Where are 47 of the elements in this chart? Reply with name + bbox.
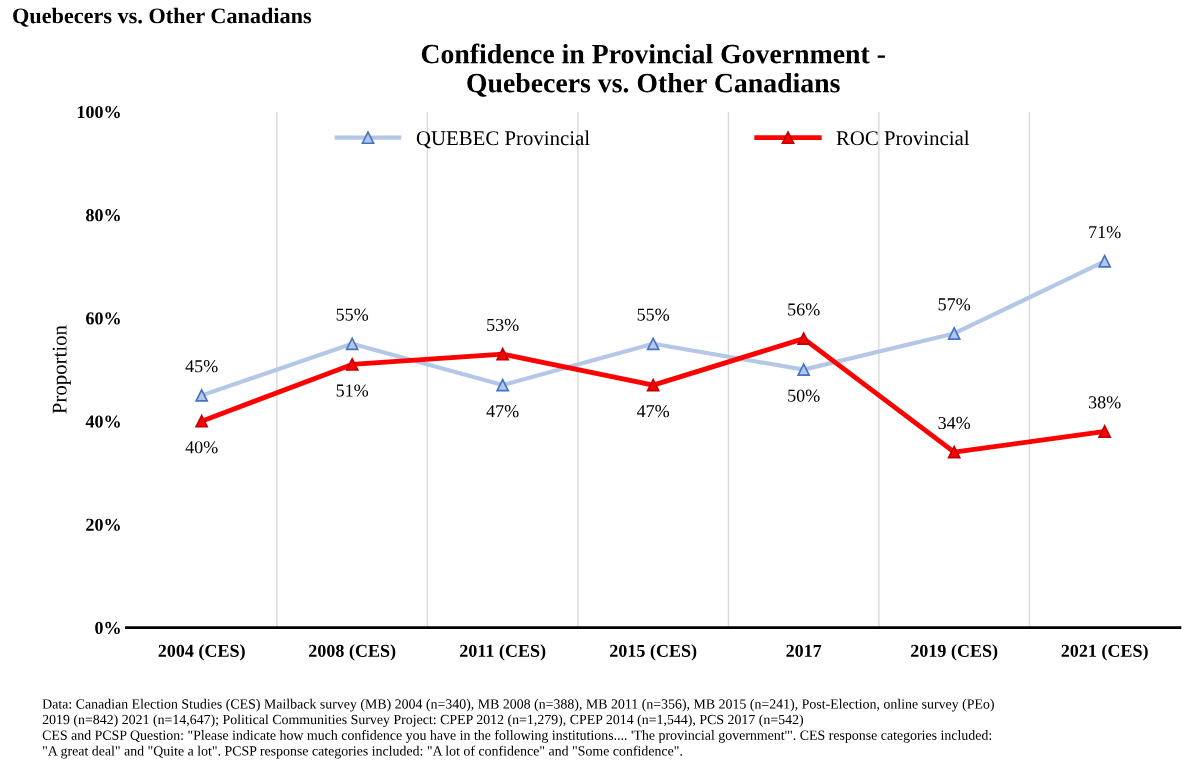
text: 38% (1088, 396, 1121, 409)
text: 40% (185, 441, 218, 454)
text: 34% (938, 416, 971, 430)
point (345, 358, 359, 371)
text: 55% (336, 308, 369, 321)
x-tick-label: 2008 (CES) (309, 644, 396, 661)
text: 56% (788, 303, 820, 316)
text: 55% (637, 308, 670, 321)
text: 47% (636, 405, 670, 418)
point (797, 363, 811, 376)
x-tick-label: 2021 (CES) (1061, 644, 1148, 661)
point (1098, 425, 1112, 438)
y-tick-label: 40% (85, 415, 120, 428)
text: 53% (487, 318, 519, 332)
legend-label: ROC Provincial (836, 130, 970, 146)
y-tick-label: 80% (86, 209, 120, 222)
text: 71% (1089, 225, 1121, 239)
text: 47% (486, 405, 519, 418)
text: 51% (336, 384, 369, 397)
x-tick-label: 2011 (CES) (460, 644, 546, 661)
legend-label: QUEBEC Provincial (416, 130, 590, 149)
point (646, 378, 660, 392)
point (496, 378, 510, 392)
chart-title: Confidence in Provincial Government - Quebecers vs. Other Canadians (421, 43, 885, 97)
y-tick-label: 0% (95, 621, 120, 635)
y-tick-label: 60% (86, 312, 120, 325)
x-tick-label: 2017 (786, 644, 822, 657)
point (947, 445, 961, 459)
point (947, 327, 961, 340)
y-axis-title: Proportion (52, 325, 71, 414)
point (195, 389, 209, 402)
text: Data: Canadian Election Studies (CES) Mailback survey (MB) 2004 (n=340), MB 2008 (n=388), MB 2011 (n=356), MB 2015 (n=241), Post-Election, online survey (PEo) 2019 (n=842) 2021 (n=14,647); Political Communities Survey Project: CPEP 2012 (n=1,279), CPEP 2014 (n=1,544), PCS 2017 (n=542) CES and PCSP Question: "Please indicate how much confidence you have in the following institutions.... 'The provincial government'". CES response categories included: "A great deal" and "Quite a lot". PCSP response categories included: "A lot of confidence" and "Some confidence". (42, 698, 994, 759)
point (195, 414, 209, 428)
text: 45% (185, 360, 218, 373)
text: 50% (788, 389, 820, 402)
x-tick-label: 2019 (CES) (911, 644, 998, 661)
y-tick-label: 20% (86, 518, 120, 531)
point (797, 332, 811, 346)
text: Quebecers vs. Other Canadians (13, 7, 312, 27)
y-tick-label: 100% (77, 105, 120, 119)
point (496, 347, 510, 361)
x-tick-label: 2015 (CES) (610, 644, 697, 661)
point (646, 337, 660, 351)
x-tick-label: 2004 (CES) (158, 644, 245, 661)
point (345, 337, 359, 351)
point (1098, 254, 1112, 268)
text: 57% (938, 298, 971, 311)
